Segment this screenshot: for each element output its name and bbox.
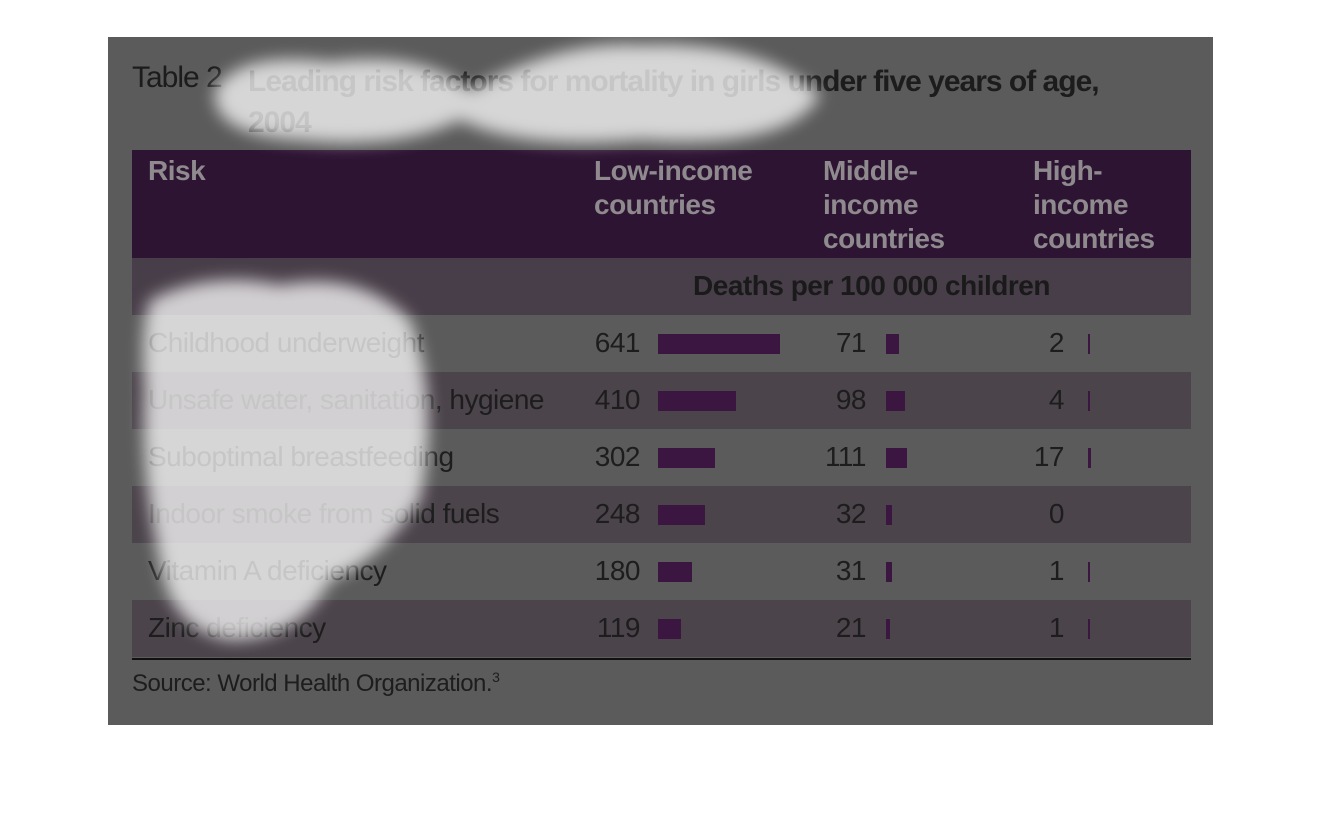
value-bar [658, 391, 736, 411]
risk-label: Vitamin A deficiency [148, 555, 387, 586]
value-bar [886, 391, 905, 411]
column-header: Risk [148, 155, 206, 186]
value-label: 98 [835, 384, 867, 415]
column-header: High-income countries [1033, 155, 1155, 254]
value-bar [1088, 562, 1090, 582]
table-panel: Table 2 Leading risk factors for mortali… [108, 37, 1213, 725]
value-bar [658, 505, 706, 525]
table-row: Unsafe water, sanitation, hygiene 410 98 4 [132, 372, 1191, 429]
value-bar [1088, 619, 1090, 639]
value-label: 31 [835, 555, 867, 586]
value-label: 1 [1048, 612, 1065, 643]
value-bar [886, 562, 892, 582]
value-bar [886, 619, 890, 639]
column-header: Low-income countries [594, 155, 753, 220]
source-note: Source: World Health Organization.3 [132, 669, 500, 698]
value-label: 302 [594, 441, 641, 472]
risk-label: Zinc deficiency [148, 612, 326, 643]
value-label: 4 [1048, 384, 1065, 415]
value-label: 1 [1048, 555, 1065, 586]
value-bar [886, 448, 908, 468]
risk-label: Indoor smoke from solid fuels [148, 498, 500, 529]
unit-label: Deaths per 100 000 children [693, 270, 1050, 301]
source-text: Source: World Health Organization. [132, 670, 493, 697]
table-title: Leading risk factors for mortality in gi… [248, 65, 1100, 139]
value-bar [658, 619, 681, 639]
risk-label: Suboptimal breastfeeding [148, 441, 454, 472]
risk-label: Childhood underweight [148, 327, 424, 358]
table-row: Suboptimal breastfeeding 302 111 17 [132, 429, 1191, 486]
value-bar [1088, 391, 1090, 411]
value-label: 2 [1048, 327, 1065, 358]
value-bar [1088, 448, 1092, 468]
value-bar [1088, 334, 1090, 354]
value-bar [658, 448, 716, 468]
value-label: 21 [835, 612, 867, 643]
header-row: Risk Low-income countries Middle-income co… [132, 150, 1191, 258]
value-label: 641 [594, 327, 641, 358]
table-row: Indoor smoke from solid fuels 248 32 0 [132, 486, 1191, 543]
value-bar [658, 562, 693, 582]
column-header: Middle-income countries [823, 155, 945, 254]
table-label: Table 2 [132, 61, 223, 94]
table-row: Zinc deficiency 119 21 1 [132, 600, 1191, 657]
table-row: Vitamin A deficiency 180 31 1 [132, 543, 1191, 600]
unit-row: Deaths per 100 000 children [132, 258, 1191, 315]
value-bar [886, 505, 893, 525]
risk-label: Unsafe water, sanitation, hygiene [148, 384, 544, 415]
value-bar [658, 334, 780, 354]
value-label: 32 [835, 498, 867, 529]
value-label: 71 [835, 327, 867, 358]
bottom-rule [132, 658, 1191, 660]
value-label: 180 [594, 555, 641, 586]
source-ref: 3 [492, 669, 500, 685]
value-label: 111 [824, 441, 867, 472]
value-label: 119 [596, 612, 641, 643]
value-label: 248 [594, 498, 641, 529]
value-label: 410 [594, 384, 641, 415]
table-row: Childhood underweight 641 71 2 [132, 315, 1191, 372]
value-label: 17 [1033, 441, 1065, 472]
value-label: 0 [1048, 498, 1065, 529]
value-bar [886, 334, 900, 354]
